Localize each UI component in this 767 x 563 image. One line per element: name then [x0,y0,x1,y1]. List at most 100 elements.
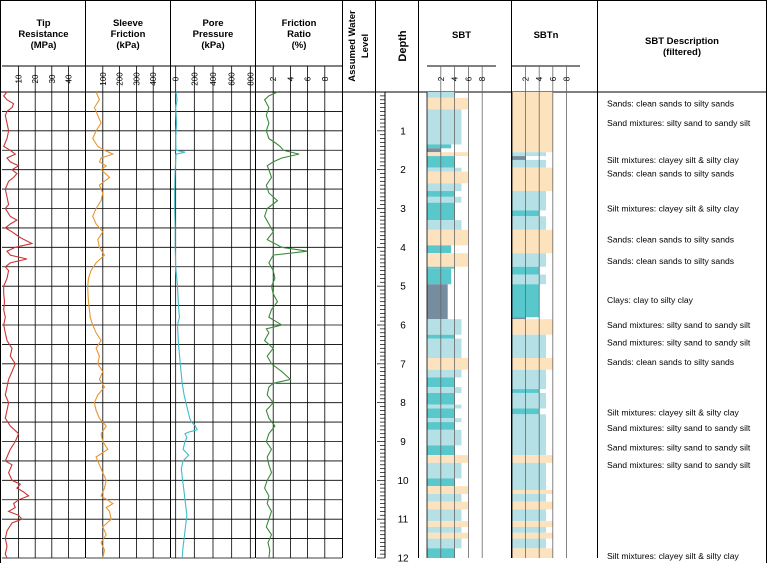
sbt-layer-bar [512,159,546,168]
sbt-tick-label: 8 [562,76,571,81]
sbt-layer-bar [427,319,462,335]
sbt-layer-bar [427,493,462,502]
sbt-layer-bar [427,144,452,149]
track-title-line: Resistance [18,29,68,40]
sbt-layer-bar [427,532,469,539]
sbt-layer-bar [512,521,553,527]
sbt-layer-bar [427,268,452,285]
depth-tick-label: 11 [398,515,409,526]
sbt-layer-bar [512,414,546,456]
sbt-layer-bar [512,548,553,558]
sbt-description-entry: Silt mixtures: clayey silt & silty clay [607,155,740,165]
sbt-description-entry: Silt mixtures: clayey silt & silty clay [607,204,740,214]
depth-tick-label: 3 [400,204,406,215]
sbt-description-entry: Sands: clean sands to silty sands [607,256,734,266]
sbt-description-title: SBT Description [645,36,719,47]
sbt-layer-bar [512,191,546,211]
track-title-line: Ratio [287,29,311,40]
sbt-description-entry: Sands: clean sands to silty sands [607,169,734,179]
sbt-column-title: SBTn [534,30,559,41]
sbt-layer-bar [427,220,462,230]
sbt-layer-bar [427,253,469,267]
sbt-layer-bar [427,509,462,522]
sbt-layer-bar [427,538,462,549]
sbt-layer-bar [512,455,553,463]
sbt-layer-bar [512,334,546,359]
track-title-line: Tip [36,18,50,29]
track-tick-label: 8 [321,76,330,81]
sbt-layer-bar [427,284,448,320]
sbt-layer-bar [512,274,546,285]
sbt-layer-bar [427,462,462,479]
depth-tick-label: 2 [400,165,406,176]
sbt-layer-bar [427,486,469,494]
sbt-layer-bar [427,97,469,110]
track-title-line: (%) [292,40,307,51]
sbt-layer-bar [512,538,546,549]
track-tick-label: 10 [15,74,24,83]
sbt-layer-bar [512,167,553,192]
sbt-layer-bar [427,171,469,184]
track-title-line: Pore [202,18,223,29]
sbt-layer-bar [512,490,553,494]
track-title-line: (kPa) [201,40,224,51]
depth-tick-label: 5 [400,282,406,293]
depth-tick-label: 9 [400,437,406,448]
sbt-column-title: SBT [452,30,471,41]
sbt-description-entry: Sands: clean sands to silty sands [607,235,734,245]
sbt-layer-bar [427,404,462,409]
track-tick-label: 600 [228,72,237,86]
track-title-line: Friction [282,18,317,29]
sbt-layer-bar [427,148,441,153]
track-tick-label: 30 [48,74,57,83]
sbt-layer-bar [427,183,462,192]
track-tick-label: 300 [132,72,141,86]
track-tick-label: 20 [31,74,40,83]
sbt-layer-bar [427,229,469,246]
depth-tick-label: 7 [400,359,406,370]
sbt-layer-bar [512,526,546,533]
sbt-layer-bar [512,493,546,502]
sbt-layer-bar [427,358,469,370]
sbt-layer-bar [512,92,553,153]
sbt-description-entry: Silt mixtures: clayey silt & silty clay [607,407,740,417]
sbt-description-entry: Clays: clay to silty clay [607,295,694,305]
sbt-description-entry: Sand mixtures: silty sand to sandy silt [607,320,751,330]
sbt-layer-bar [512,462,546,491]
sbt-layer-bar [512,501,553,510]
sbt-layer-bar [427,501,469,510]
sbt-layer-bar [512,229,553,254]
track-title-line: Pressure [193,29,234,40]
depth-tick-label: 8 [400,398,406,409]
sbt-layer-bar [427,109,462,145]
track-data-line [87,91,115,559]
track-tick-label: 40 [64,74,73,83]
sbt-layer-bar [427,152,469,157]
sbt-tick-label: 6 [464,76,473,81]
track-tick-label: 400 [209,72,218,86]
sbt-tick-label: 4 [535,76,544,81]
sbt-layer-bar [427,387,462,393]
sbt-layer-bar [427,245,452,254]
sbt-layer-bar [427,369,462,378]
sbt-layer-bar [512,156,526,160]
track-data-line [2,91,34,559]
track-title-line: Friction [111,29,146,40]
sbt-tick-label: 2 [522,76,531,81]
depth-axis-label: Depth [397,30,409,61]
sbt-tick-label: 8 [478,76,487,81]
sbt-layer-bar [512,392,546,409]
sbt-layer-bar [512,152,546,157]
sbt-layer-bar [427,196,462,203]
depth-tick-label: 4 [400,243,406,254]
sbt-description-entry: Sands: clean sands to silty sands [607,99,734,109]
sbt-tick-label: 2 [437,76,446,81]
sbt-description-title: (filtered) [663,47,701,58]
sbt-layer-bar [427,167,462,172]
sbt-tick-label: 6 [549,76,558,81]
sbt-description-entry: Sand mixtures: silty sand to sandy silt [607,337,751,347]
sbt-layer-bar [427,338,462,359]
sbt-description-entry: Silt mixtures: clayey silt & silty clay [607,551,740,561]
sbt-layer-bar [512,253,546,267]
